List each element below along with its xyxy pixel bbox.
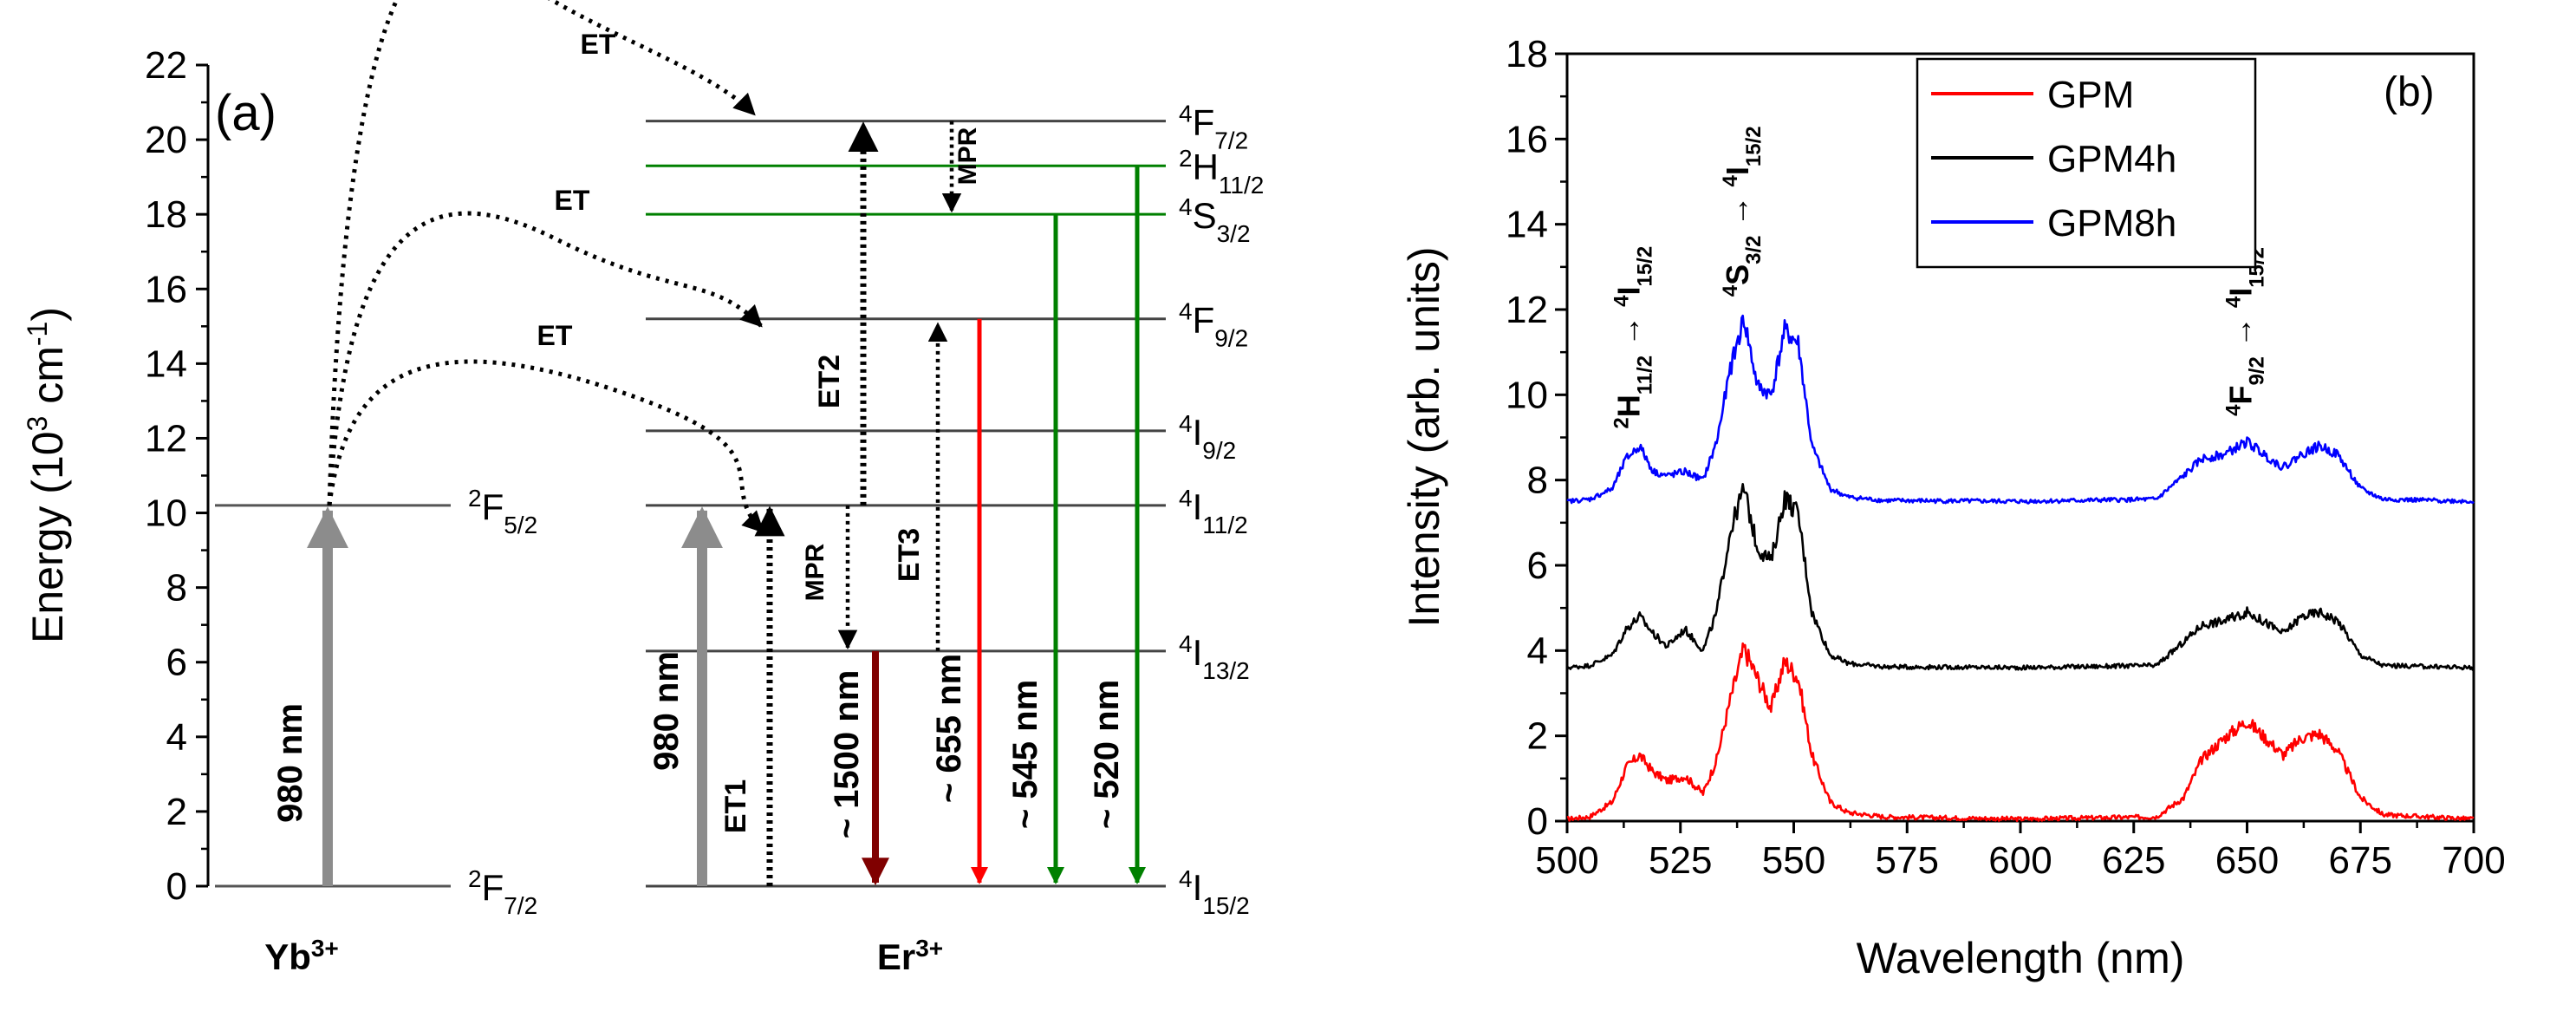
diagram-labels: 2F7/2 2F5/2 4I15/2 4I13/2 4I11/2 4I9/2 4F9/2 4S… [264, 29, 1264, 977]
energy-tick-label: 2 [166, 791, 187, 833]
y-tick-label: 18 [1506, 33, 1548, 75]
level-term-label: 2F7/2 [468, 865, 537, 919]
x-tick-label: 600 [1988, 839, 2052, 882]
series-line-gpm [1566, 642, 2475, 823]
y-tick-label: 0 [1527, 800, 1548, 843]
et-label: ET [537, 320, 573, 351]
peak-annotation: 4F9/2 → 4I15/2 [2221, 247, 2268, 416]
et3-label: ET3 [893, 528, 926, 582]
energy-axis: 0 2 4 6 8 10 12 14 16 18 20 22 [145, 44, 210, 908]
energy-tick-label: 18 [145, 193, 187, 236]
x-tick-label: 650 [2215, 839, 2279, 882]
level-term-label: 4I11/2 [1179, 484, 1248, 538]
y-tick-label: 14 [1506, 204, 1548, 246]
y-axis-title: Intensity (arb. units) [1400, 246, 1448, 627]
emission-520-label: ~ 520 nm [1088, 680, 1126, 829]
peak-annotation: 2H11/2 → 4I15/2 [1610, 246, 1656, 429]
level-term-label: 4I9/2 [1179, 409, 1236, 463]
energy-tick-label: 14 [145, 342, 187, 385]
series-lines [1565, 314, 2475, 823]
energy-level-diagram: 0 2 4 6 8 10 12 14 16 18 20 22 Energy (103 cm-1) (a… [22, 0, 1264, 977]
level-term-label: 4S3/2 [1179, 193, 1251, 247]
y-tick-label: 2 [1527, 715, 1548, 758]
y-tick-label: 8 [1527, 460, 1548, 502]
spectra-chart: 500 525 550 575 600 625 650 675 700 0 2 4 6 8 10 12 14 16… [1400, 33, 2506, 982]
legend-label: GPM8h [2047, 202, 2176, 245]
et1-label: ET1 [719, 779, 752, 833]
energy-tick-label: 16 [145, 268, 187, 310]
et-label: ET [581, 29, 616, 60]
mpr-label: MPR [953, 127, 982, 185]
y-tick-label: 16 [1506, 118, 1548, 160]
x-tick-label: 675 [2329, 839, 2392, 882]
x-tick-label: 525 [1649, 839, 1712, 882]
energy-tick-label: 12 [145, 417, 187, 460]
energy-tick-label: 10 [145, 492, 187, 535]
legend: GPM GPM4h GPM8h [1916, 57, 2257, 269]
energy-tick-label: 20 [145, 119, 187, 161]
energy-tick-label: 0 [166, 865, 187, 908]
x-axis-title: Wavelength (nm) [1857, 934, 2185, 982]
emission-545-label: ~ 545 nm [1006, 680, 1044, 829]
panel-a-label: (a) [215, 85, 276, 141]
mpr-label: MPR [801, 543, 829, 601]
peak-annotations: 2H11/2 → 4I15/2 4S3/2 → 4I15/2 4F9/2 → 4I1… [1610, 126, 2268, 428]
legend-label: GPM [2047, 74, 2134, 116]
emission-655-label: ~ 655 nm [930, 654, 968, 803]
x-tick-label: 700 [2442, 839, 2505, 882]
level-term-label: 2F5/2 [468, 484, 537, 538]
panel-b-label: (b) [2384, 69, 2435, 115]
series-line-gpm4h [1565, 483, 2475, 671]
energy-transfer-curve [327, 359, 764, 533]
energy-transfer-curve [327, 211, 763, 506]
y-tick-label: 6 [1527, 545, 1548, 587]
energy-tick-label: 6 [166, 642, 187, 684]
energy-tick-label: 22 [145, 44, 187, 87]
peak-annotation: 4S3/2 → 4I15/2 [1719, 126, 1766, 297]
x-tick-label: 625 [2102, 839, 2165, 882]
pump-label: 980 nm [647, 651, 686, 771]
level-term-label: 4I13/2 [1179, 629, 1250, 683]
energy-tick-label: 4 [166, 716, 187, 759]
ion-label: Er3+ [877, 935, 943, 978]
energy-axis-title: Energy (103 cm-1) [22, 307, 72, 643]
transition-arrows [307, 0, 1146, 886]
y-tick-label: 10 [1506, 374, 1548, 416]
energy-tick-label: 8 [166, 567, 187, 610]
et2-label: ET2 [813, 355, 846, 408]
energy-transfer-curve [327, 0, 756, 506]
et-label: ET [555, 185, 590, 216]
level-term-label: 4I15/2 [1179, 865, 1250, 919]
level-term-label: 2H11/2 [1179, 145, 1264, 199]
series-line-gpm8h [1566, 314, 2475, 505]
emission-1500-label: ~ 1500 nm [828, 670, 866, 839]
x-tick-label: 550 [1762, 839, 1825, 882]
y-tick-label: 12 [1506, 289, 1548, 331]
legend-label: GPM4h [2047, 138, 2176, 180]
level-term-label: 4F9/2 [1179, 297, 1248, 351]
y-tick-label: 4 [1527, 629, 1548, 672]
pump-label: 980 nm [271, 703, 309, 823]
axis-ticks: 500 525 550 575 600 625 650 675 700 0 2 4 6 8 10 12 14 16… [1506, 33, 2506, 882]
level-term-label: 4F7/2 [1179, 100, 1248, 153]
ion-label: Yb3+ [264, 935, 339, 978]
x-tick-label: 500 [1535, 839, 1598, 882]
x-tick-label: 575 [1876, 839, 1939, 882]
